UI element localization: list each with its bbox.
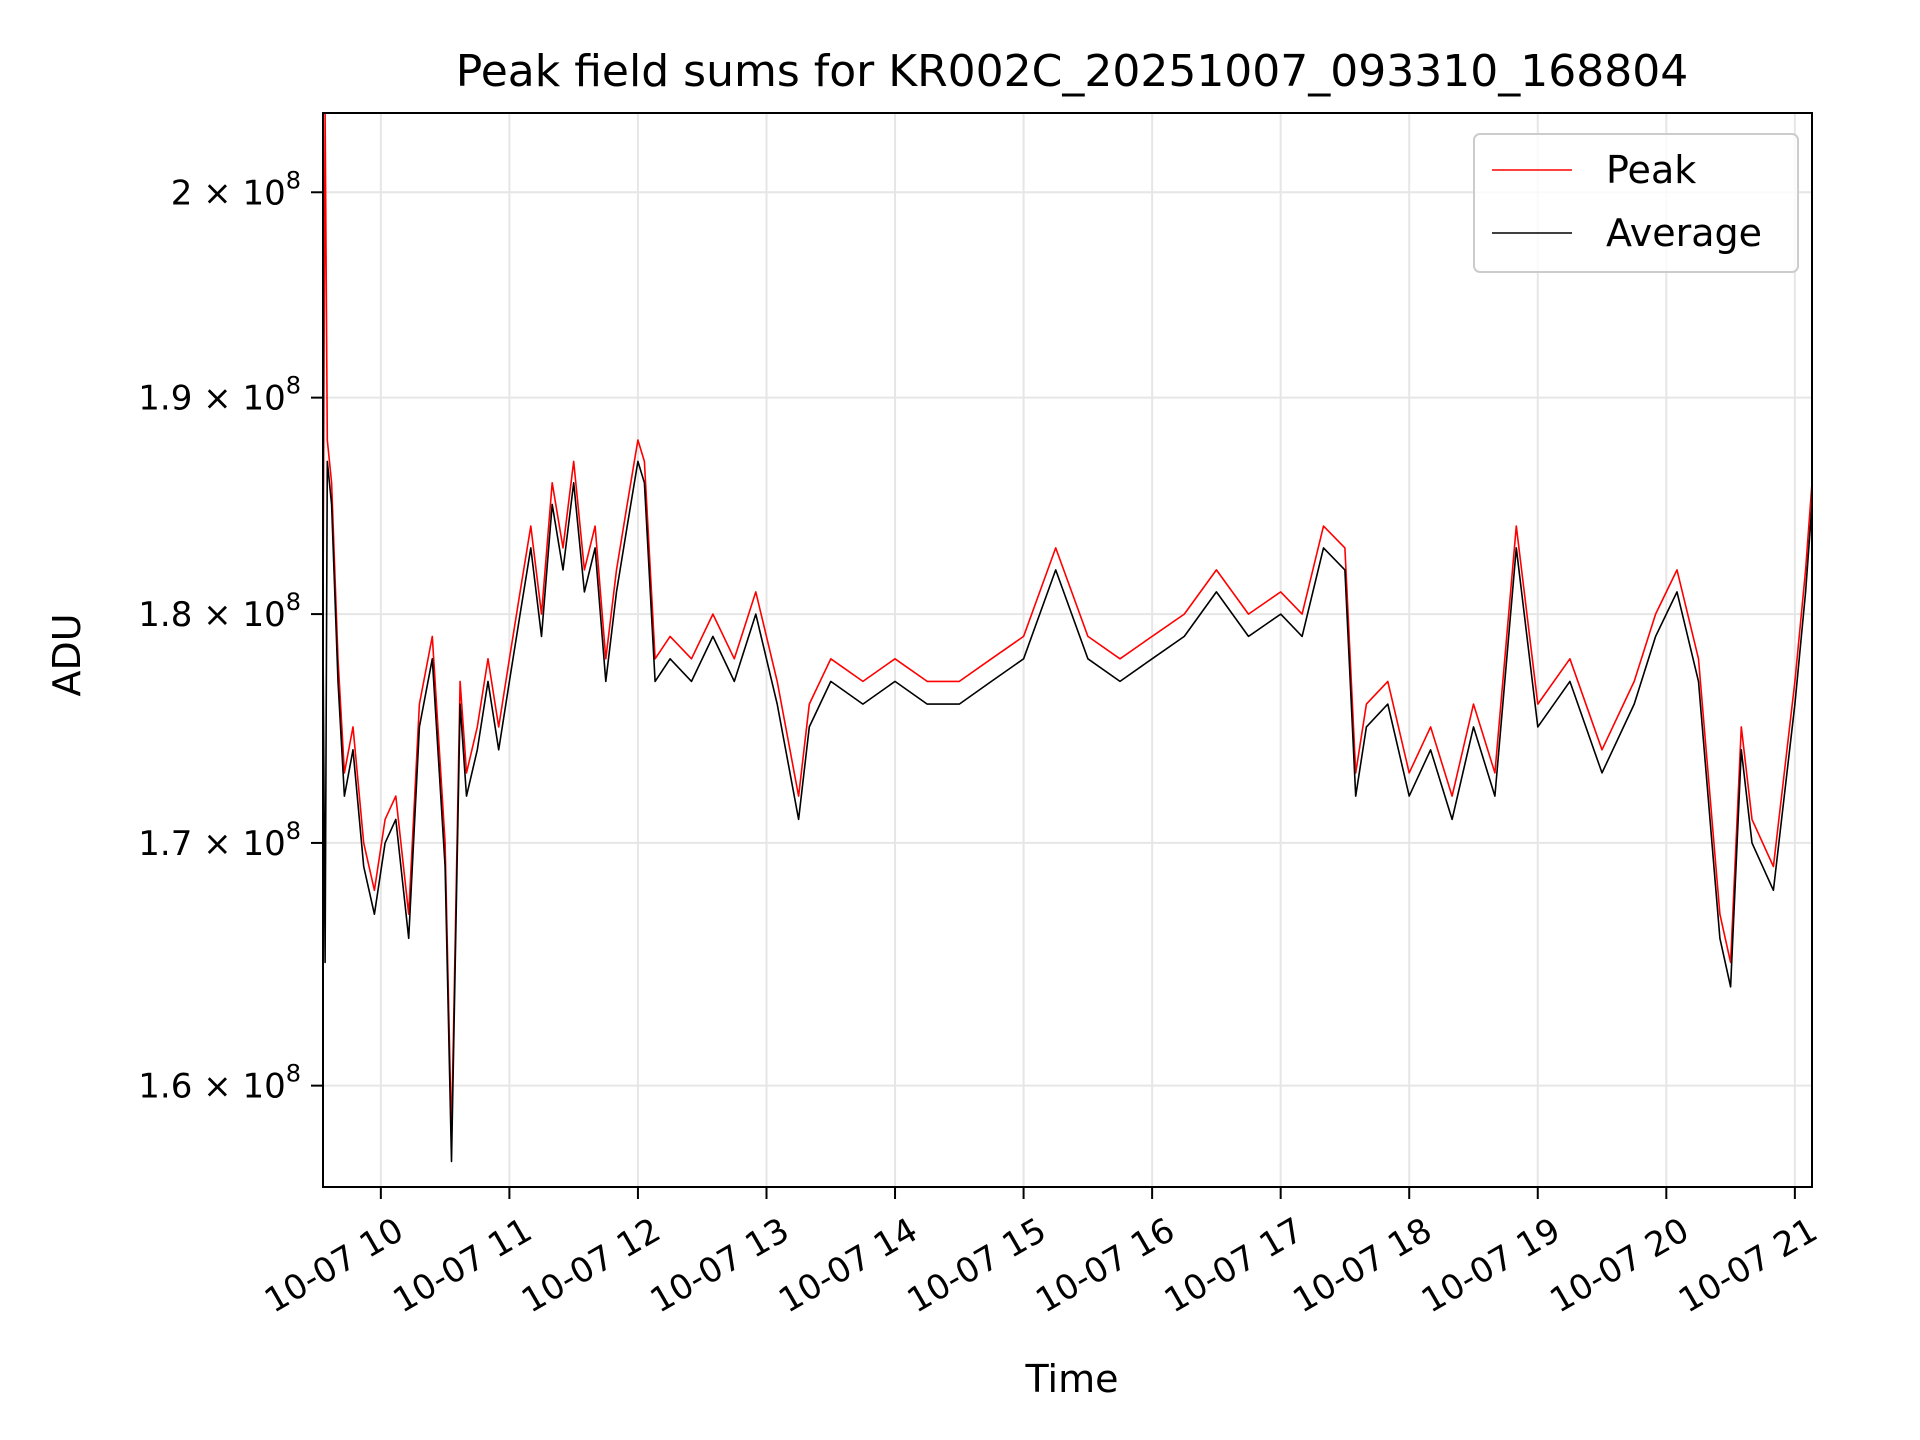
legend: Peak Average	[1473, 133, 1799, 273]
x-axis-label: Time	[1025, 1357, 1119, 1401]
grid	[323, 113, 1812, 1187]
y-tick-exponent: 8	[286, 166, 301, 194]
y-tick-mantissa: 1.8	[138, 595, 192, 635]
series-line-average	[322, 460, 1813, 1163]
y-tick-exponent: 8	[286, 817, 301, 845]
chart-title: Peak field sums for KR002C_20251007_0933…	[456, 46, 1688, 97]
y-tick-label: 2 × 108	[171, 166, 301, 213]
y-axis-label: ADU	[45, 613, 89, 696]
legend-box	[1473, 133, 1799, 273]
plot-frame	[322, 112, 1813, 1188]
y-tick-label: 1.7 × 108	[138, 817, 301, 864]
y-tick-exponent: 8	[286, 1060, 301, 1088]
series-group	[322, 112, 1813, 1163]
y-tick-label: 1.9 × 108	[138, 372, 301, 419]
y-tick-mantissa: 1.7	[138, 824, 192, 864]
y-tick-mantissa: 1.9	[138, 379, 192, 419]
y-axis: 1.6 × 108 1.7 × 108 1.8 × 108 1.9 × 108 2 × …	[138, 166, 323, 1107]
y-tick-mantissa: 1.6	[138, 1067, 192, 1107]
y-tick-label: 1.6 × 108	[138, 1060, 301, 1107]
y-tick-exponent: 8	[286, 588, 301, 616]
y-tick-label: 1.8 × 108	[138, 588, 301, 635]
y-tick-exponent: 8	[286, 372, 301, 400]
y-tick-mantissa: 2	[171, 173, 193, 213]
legend-label-peak: Peak	[1606, 148, 1696, 192]
legend-label-average: Average	[1606, 211, 1762, 255]
